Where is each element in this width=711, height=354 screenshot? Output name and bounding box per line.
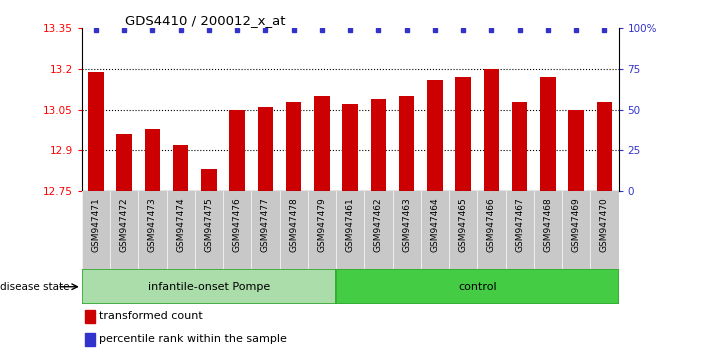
- Text: GSM947468: GSM947468: [543, 198, 552, 252]
- Text: GSM947478: GSM947478: [289, 198, 298, 252]
- Bar: [540, 77, 556, 191]
- Text: GSM947477: GSM947477: [261, 198, 270, 252]
- Text: disease state: disease state: [0, 282, 70, 292]
- Text: GSM947479: GSM947479: [317, 198, 326, 252]
- Bar: [117, 134, 132, 191]
- Text: GSM947471: GSM947471: [92, 198, 100, 252]
- Text: GSM947465: GSM947465: [459, 198, 468, 252]
- Text: GDS4410 / 200012_x_at: GDS4410 / 200012_x_at: [124, 14, 285, 27]
- Bar: [201, 170, 217, 191]
- Bar: [173, 145, 188, 191]
- Bar: [512, 102, 528, 191]
- Bar: [597, 102, 612, 191]
- Text: infantile-onset Pompe: infantile-onset Pompe: [148, 282, 270, 292]
- Text: GSM947464: GSM947464: [430, 198, 439, 252]
- Text: percentile rank within the sample: percentile rank within the sample: [100, 335, 287, 344]
- Text: GSM947466: GSM947466: [487, 198, 496, 252]
- Bar: [257, 107, 273, 191]
- Text: GSM947461: GSM947461: [346, 198, 355, 252]
- Bar: [230, 110, 245, 191]
- Bar: [85, 333, 95, 346]
- Text: GSM947475: GSM947475: [204, 198, 213, 252]
- Bar: [399, 96, 415, 191]
- Text: GSM947473: GSM947473: [148, 198, 157, 252]
- Bar: [456, 77, 471, 191]
- Bar: [85, 310, 95, 323]
- Bar: [286, 102, 301, 191]
- Bar: [427, 80, 443, 191]
- Text: GSM947469: GSM947469: [572, 198, 581, 252]
- Text: GSM947467: GSM947467: [515, 198, 524, 252]
- Text: transformed count: transformed count: [100, 312, 203, 321]
- Text: GSM947474: GSM947474: [176, 198, 185, 252]
- Bar: [370, 99, 386, 191]
- Text: control: control: [458, 282, 496, 292]
- Bar: [483, 69, 499, 191]
- Text: GSM947463: GSM947463: [402, 198, 411, 252]
- Text: GSM947462: GSM947462: [374, 198, 383, 252]
- Bar: [144, 129, 160, 191]
- Text: GSM947476: GSM947476: [232, 198, 242, 252]
- Text: GSM947470: GSM947470: [600, 198, 609, 252]
- Bar: [314, 96, 330, 191]
- Bar: [336, 269, 619, 304]
- Bar: [343, 104, 358, 191]
- Bar: [568, 110, 584, 191]
- Text: GSM947472: GSM947472: [119, 198, 129, 252]
- Bar: [88, 72, 104, 191]
- Bar: [82, 269, 336, 304]
